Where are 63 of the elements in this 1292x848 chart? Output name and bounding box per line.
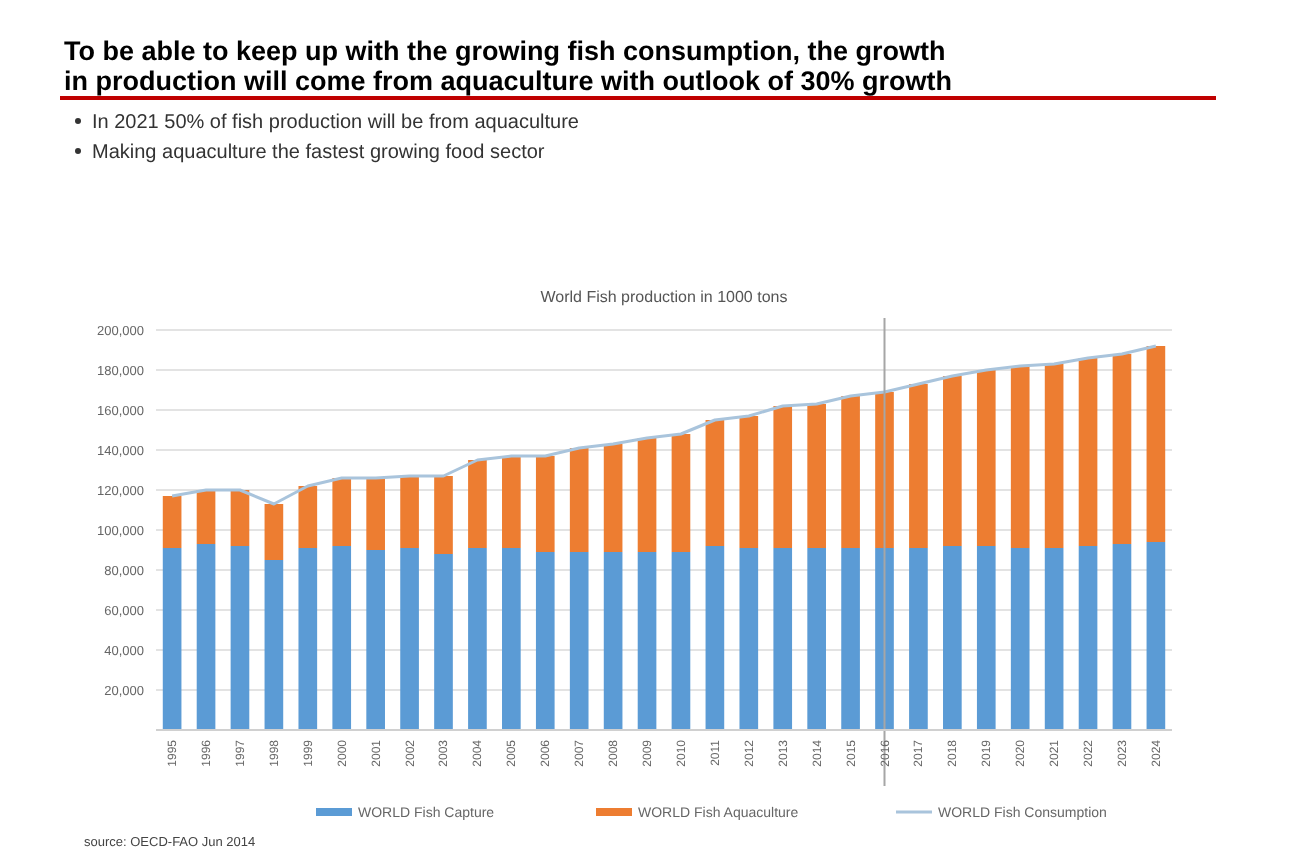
bar bbox=[400, 548, 419, 730]
bar bbox=[468, 548, 487, 730]
bar bbox=[569, 552, 589, 730]
bar bbox=[366, 478, 385, 550]
bar bbox=[298, 548, 318, 730]
bar bbox=[298, 486, 318, 548]
bar bbox=[807, 404, 826, 548]
bar bbox=[230, 546, 250, 730]
bar bbox=[807, 548, 826, 730]
chart-title: To be able to keep up with the growing fish consumption, the growth in production will come from aquaculture with outlook of 30% growth bbox=[64, 36, 953, 96]
bar bbox=[671, 552, 691, 730]
bar bbox=[976, 370, 996, 546]
chart-subtitle: World Fish production in 1000 tons bbox=[540, 288, 788, 306]
bar bbox=[1112, 544, 1132, 730]
bar bbox=[1010, 366, 1030, 548]
bar bbox=[773, 548, 793, 730]
bar bbox=[841, 548, 860, 730]
bar bbox=[230, 490, 250, 546]
bar bbox=[943, 376, 962, 546]
bar bbox=[196, 544, 216, 730]
bar bbox=[264, 560, 284, 730]
bar bbox=[332, 546, 352, 730]
bar bbox=[841, 396, 860, 548]
bar bbox=[400, 476, 419, 548]
bar bbox=[468, 460, 487, 548]
bar bbox=[162, 548, 182, 730]
bar bbox=[1146, 346, 1166, 542]
bar bbox=[434, 554, 453, 730]
text: In 2021 50% of fish production will be from aquaculture bbox=[92, 112, 580, 134]
bar bbox=[773, 406, 793, 548]
bar bbox=[603, 444, 623, 552]
bar bbox=[739, 416, 759, 548]
bar bbox=[162, 496, 182, 548]
bar bbox=[909, 384, 928, 548]
bar bbox=[976, 546, 996, 730]
bar bbox=[366, 550, 385, 730]
bar bbox=[1010, 548, 1030, 730]
bar bbox=[264, 504, 284, 560]
bar bbox=[1078, 546, 1098, 730]
bar bbox=[909, 548, 928, 730]
bar bbox=[569, 448, 589, 552]
bar bbox=[705, 546, 725, 730]
line-series bbox=[170, 344, 1158, 506]
bar bbox=[502, 456, 521, 548]
bar bbox=[1112, 354, 1132, 544]
bar bbox=[943, 546, 962, 730]
bar bbox=[1146, 542, 1166, 730]
bar bbox=[603, 552, 623, 730]
bar bbox=[434, 476, 453, 554]
bar bbox=[705, 420, 725, 546]
bar bbox=[535, 552, 555, 730]
bar bbox=[671, 434, 691, 552]
bar bbox=[637, 552, 657, 730]
bar bbox=[535, 456, 555, 552]
bar bbox=[637, 438, 657, 552]
bar bbox=[1078, 358, 1098, 546]
bar bbox=[739, 548, 759, 730]
bar bbox=[502, 548, 521, 730]
bar bbox=[332, 478, 352, 546]
bar bbox=[196, 490, 216, 544]
text: Making aquaculture the fastest growing food sector bbox=[92, 142, 546, 164]
bar bbox=[1044, 364, 1064, 548]
bar bbox=[1044, 548, 1064, 730]
